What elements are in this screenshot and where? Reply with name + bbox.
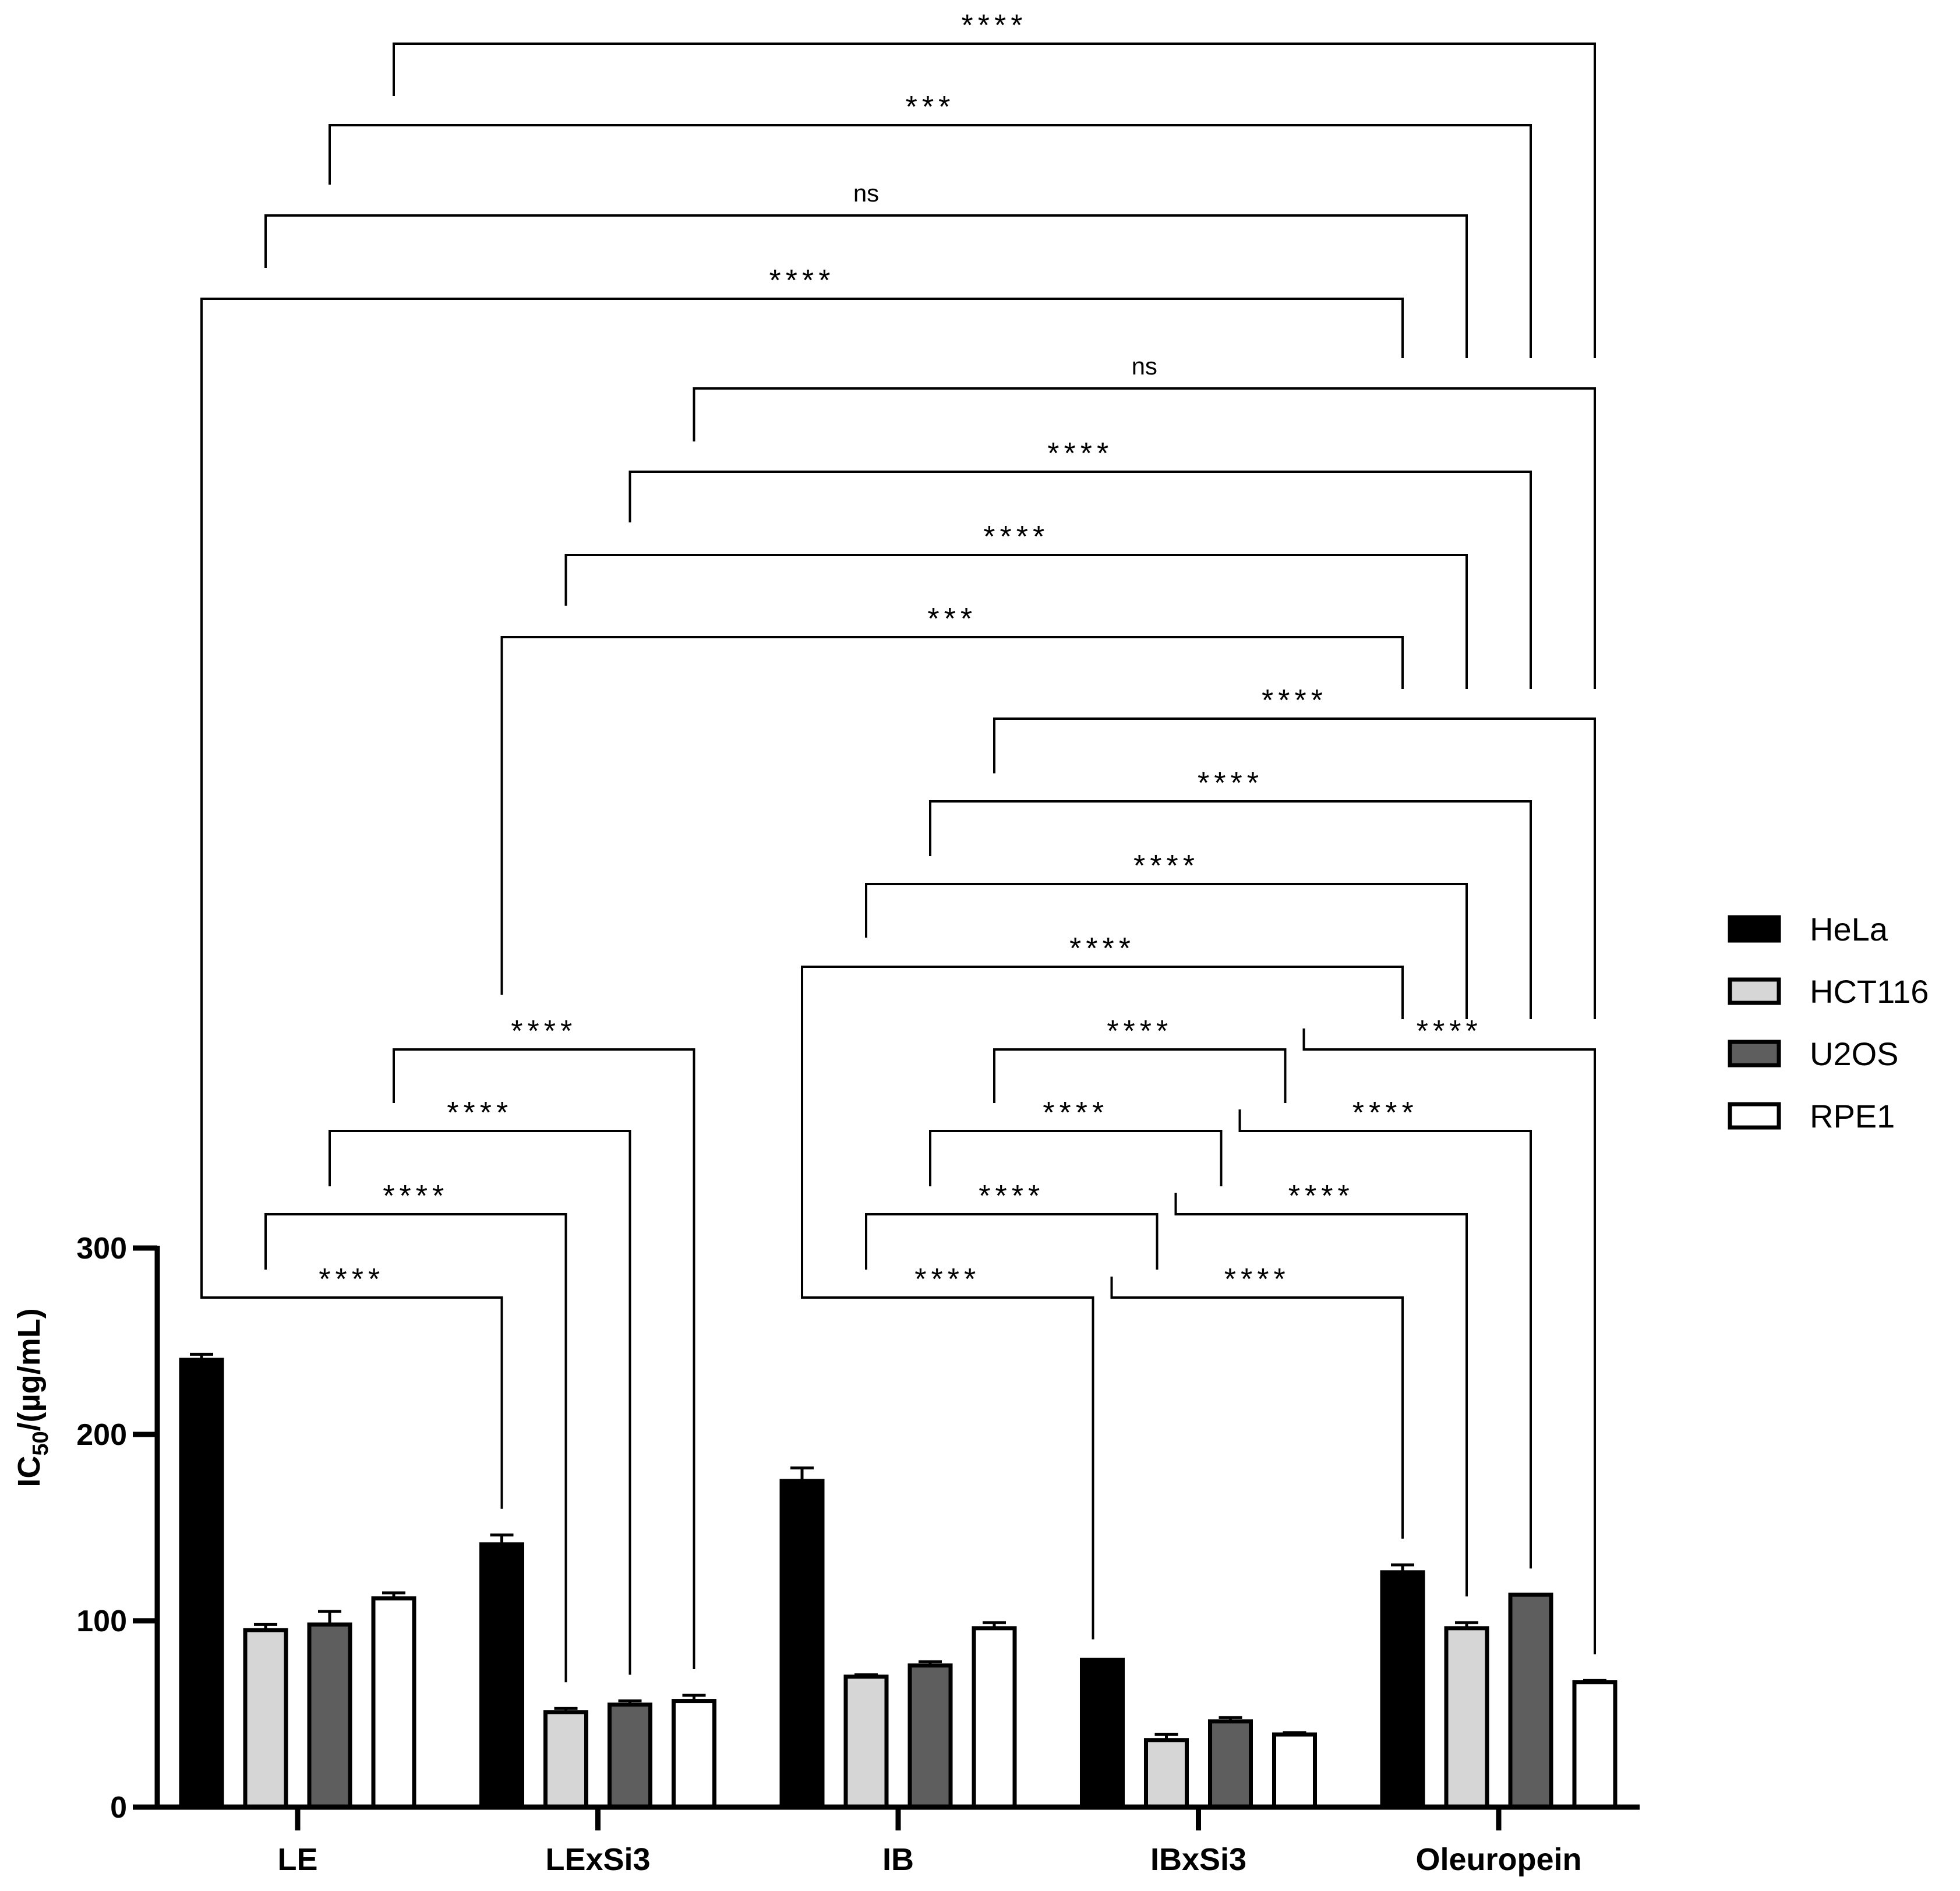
significance-bracket — [329, 1130, 631, 1675]
significance-label: **** — [319, 1263, 384, 1296]
y-axis-label-rest: /(µg/mL) — [12, 1308, 47, 1431]
significance-bracket — [1174, 1193, 1468, 1597]
y-tick-label: 0 — [110, 1791, 127, 1825]
significance-bracket — [628, 471, 1532, 689]
bar-hct116-oleuropein — [1444, 1626, 1489, 1809]
bar-hela-lexsi3 — [479, 1542, 524, 1809]
significance-label: **** — [1288, 1179, 1354, 1213]
bar-hct116-ib — [843, 1674, 889, 1809]
significance-bracket — [993, 1048, 1287, 1103]
bar-hela-ibxsi3 — [1080, 1657, 1125, 1809]
significance-label: ns — [853, 179, 879, 207]
significance-label: **** — [979, 1179, 1044, 1213]
legend-label-u2os: U2OS — [1810, 1035, 1899, 1072]
significance-label: **** — [914, 1263, 980, 1296]
significance-label: **** — [1069, 932, 1135, 966]
bar-rpe1-lexsi3 — [672, 1699, 716, 1809]
significance-bracket — [929, 1130, 1223, 1186]
significance-bracket — [564, 554, 1468, 689]
significance-label: **** — [1043, 1096, 1108, 1130]
y-tick-label: 200 — [76, 1418, 127, 1452]
y-axis-label: IC50/(µg/mL) — [12, 1308, 53, 1487]
significance-bracket — [993, 717, 1596, 1019]
bar-rpe1-ib — [972, 1626, 1017, 1809]
significance-bracket — [393, 1048, 695, 1669]
significance-label: **** — [1047, 437, 1113, 471]
significance-bracket — [801, 1270, 1094, 1639]
significance-label: **** — [1107, 1015, 1173, 1048]
bar-hela-ib — [779, 1479, 825, 1809]
x-tick-label: IBxSi3 — [1150, 1842, 1246, 1877]
significance-label: *** — [906, 90, 955, 124]
x-tick-label: LE — [277, 1842, 317, 1877]
y-tick-label: 300 — [76, 1232, 127, 1266]
significance-bracket — [1238, 1109, 1532, 1569]
y-tick-label: 100 — [76, 1604, 127, 1638]
significance-label: **** — [511, 1015, 577, 1048]
significance-label: **** — [1262, 684, 1327, 717]
significance-bracket — [801, 966, 1404, 1270]
significance-label: **** — [769, 264, 835, 298]
significance-bracket — [865, 883, 1468, 1019]
legend-label-hct116: HCT116 — [1810, 973, 1929, 1010]
significance-bracket — [693, 387, 1596, 689]
y-axis-label-main: IC — [12, 1456, 47, 1487]
significance-label: **** — [1417, 1015, 1482, 1048]
significance-bracket — [1110, 1277, 1404, 1539]
significance-label: **** — [1224, 1263, 1290, 1296]
x-tick-label: LExSi3 — [545, 1842, 650, 1877]
bar-u2os-lexsi3 — [608, 1702, 652, 1809]
bar-u2os-ib — [907, 1663, 953, 1809]
significance-bracket — [929, 800, 1532, 1019]
significance-bracket — [264, 214, 1468, 358]
bar-u2os-ibxsi3 — [1208, 1719, 1253, 1809]
significance-bracket — [1302, 1028, 1596, 1655]
legend-swatch-rpe1 — [1728, 1102, 1781, 1130]
legend: HeLa HCT116 U2OS RPE1 — [1728, 911, 1929, 1134]
significance-bracket — [500, 636, 1404, 995]
legend-swatch-hela — [1728, 915, 1781, 943]
bar-hct116-le — [243, 1628, 288, 1809]
x-tick-label: Oleuropein — [1415, 1842, 1581, 1877]
significance-bracket — [200, 1270, 503, 1509]
bar-hela-le — [179, 1358, 224, 1809]
bar-u2os-oleuropein — [1508, 1592, 1553, 1809]
significance-bracket — [329, 124, 1532, 358]
legend-label-rpe1: RPE1 — [1810, 1098, 1895, 1134]
bar-u2os-le — [307, 1622, 352, 1809]
bar-hct116-lexsi3 — [543, 1710, 588, 1809]
legend-label-hela: HeLa — [1810, 911, 1888, 948]
y-axis-label-sub: 50 — [29, 1431, 53, 1455]
significance-label: *** — [927, 602, 977, 636]
legend-swatch-hct116 — [1728, 977, 1781, 1005]
legend-swatch-u2os — [1728, 1040, 1781, 1068]
bar-hela-oleuropein — [1380, 1570, 1425, 1809]
bar-hct116-ibxsi3 — [1144, 1738, 1189, 1809]
significance-bracket — [865, 1213, 1159, 1270]
significance-label: ns — [1132, 352, 1157, 380]
significance-label: **** — [962, 9, 1027, 43]
axes: 0 100 200 300 LE LExSi3 IB IBxSi3 Oleuropein — [76, 1232, 1640, 1877]
bar-rpe1-oleuropein — [1572, 1680, 1618, 1809]
bar-rpe1-le — [371, 1596, 416, 1809]
significance-bracket — [264, 1213, 567, 1683]
significance-label: **** — [1352, 1096, 1418, 1130]
significance-label: **** — [383, 1179, 448, 1213]
significance-bracket — [393, 43, 1596, 358]
significance-brackets: ****************************************… — [200, 9, 1596, 1683]
significance-label: **** — [1198, 766, 1263, 800]
bar-rpe1-ibxsi3 — [1272, 1732, 1317, 1809]
significance-bracket — [200, 298, 1404, 1270]
significance-label: **** — [1133, 849, 1199, 883]
significance-label: **** — [983, 520, 1049, 554]
x-tick-label: IB — [882, 1842, 914, 1877]
significance-label: **** — [447, 1096, 513, 1130]
